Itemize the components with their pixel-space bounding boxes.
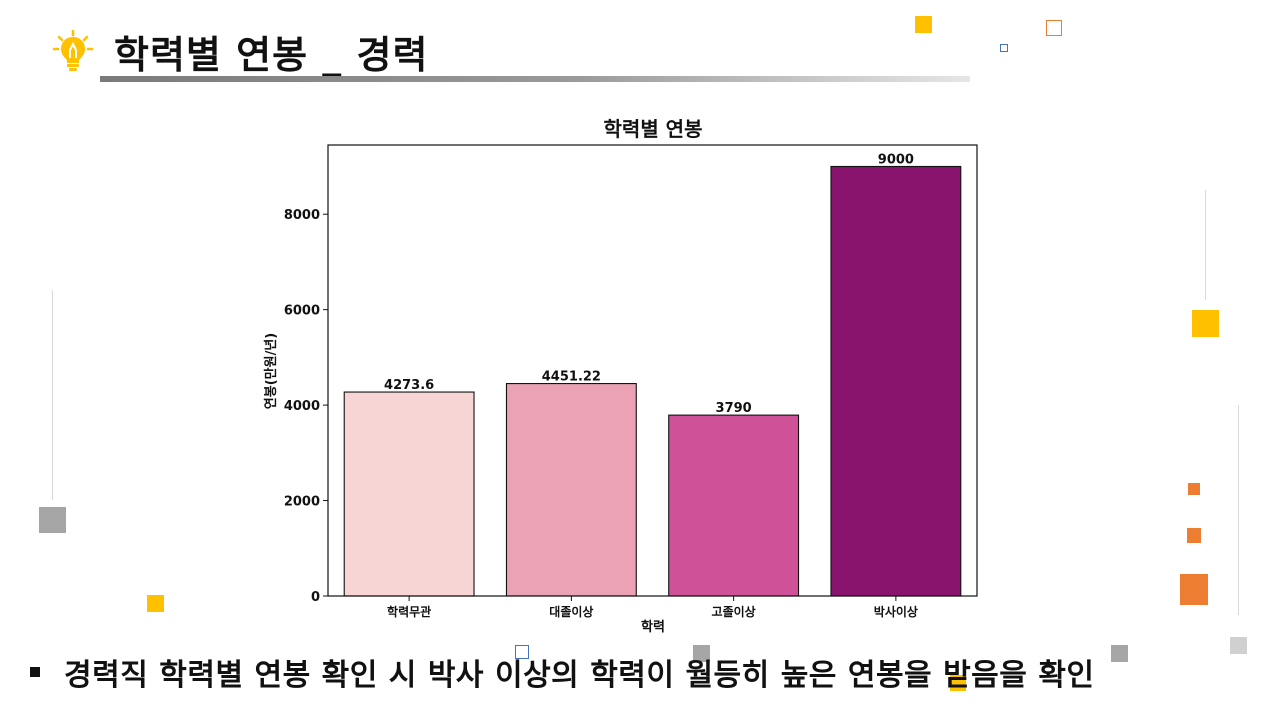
bar-value-label: 3790: [716, 401, 752, 416]
y-tick-label: 4000: [284, 399, 320, 414]
deco-square-gray-bottom: [693, 645, 710, 662]
deco-square-outline-blue: [1000, 44, 1008, 52]
deco-square-yellow-right: [1192, 310, 1219, 337]
y-tick-label: 2000: [284, 495, 320, 510]
bar-value-label: 9000: [878, 152, 914, 167]
x-axis-ticks: 학력무관 대졸이상 고졸이상 박사이상: [387, 596, 918, 619]
y-tick-label: 0: [311, 590, 320, 605]
bar-4: [830, 165, 962, 597]
deco-square-yellow-caption: [950, 675, 966, 691]
deco-square-outline-blue-bottom: [515, 645, 529, 659]
deco-square-outline-orange: [1046, 20, 1062, 36]
salary-by-education-chart: 학력별 연봉 0 2000 4000 6000 8000 4273.6 4451.22 37…: [250, 108, 990, 642]
x-tick-label: 대졸이상: [549, 604, 593, 619]
deco-line-right-bottom: [1238, 405, 1239, 615]
y-axis-label: 연봉(만원/년): [263, 333, 279, 409]
slide-title: 학력별 연봉 _ 경력: [114, 33, 429, 77]
deco-line-left: [52, 290, 53, 500]
y-tick-label: 6000: [284, 304, 320, 319]
deco-square-yellow-left: [147, 595, 164, 612]
deco-square-orange-small: [1188, 483, 1200, 495]
deco-line-right-top: [1205, 190, 1206, 300]
bar-value-label: 4273.6: [384, 378, 434, 393]
deco-square-gray-bottom-right: [1111, 645, 1128, 662]
lightbulb-icon: [52, 29, 94, 72]
x-tick-label: 고졸이상: [712, 604, 756, 619]
deco-square-gray-left: [39, 507, 66, 533]
x-axis-label: 학력: [641, 619, 665, 635]
caption-text: 경력직 학력별 연봉 확인 시 박사 이상의 학력이 월등히 높은 연봉을 받음…: [64, 658, 1095, 693]
chart-svg: 학력별 연봉 0 2000 4000 6000 8000 4273.6 4451.22 37…: [263, 117, 978, 635]
bars-group: 4273.6 4451.22 3790 9000: [343, 152, 962, 597]
y-tick-label: 8000: [284, 208, 320, 223]
deco-square-lightgray-corner: [1230, 637, 1247, 654]
x-tick-label: 학력무관: [387, 604, 431, 619]
x-tick-label: 박사이상: [874, 604, 918, 619]
y-axis-ticks: 0 2000 4000 6000 8000: [284, 208, 328, 605]
bar-2: [505, 383, 637, 597]
deco-square-orange-mid: [1187, 528, 1201, 543]
chart-title: 학력별 연봉: [604, 117, 703, 141]
plot-frame: [327, 144, 978, 597]
caption: 경력직 학력별 연봉 확인 시 박사 이상의 학력이 월등히 높은 연봉을 받음…: [30, 650, 1095, 694]
bar-value-label: 4451.22: [542, 370, 601, 385]
deco-square-yellow-top: [915, 16, 932, 33]
bar-3: [668, 414, 800, 597]
deco-square-orange-large: [1180, 574, 1208, 605]
bar-1: [343, 391, 475, 597]
title-underline: [100, 76, 970, 82]
bullet-square-icon: [30, 667, 40, 677]
